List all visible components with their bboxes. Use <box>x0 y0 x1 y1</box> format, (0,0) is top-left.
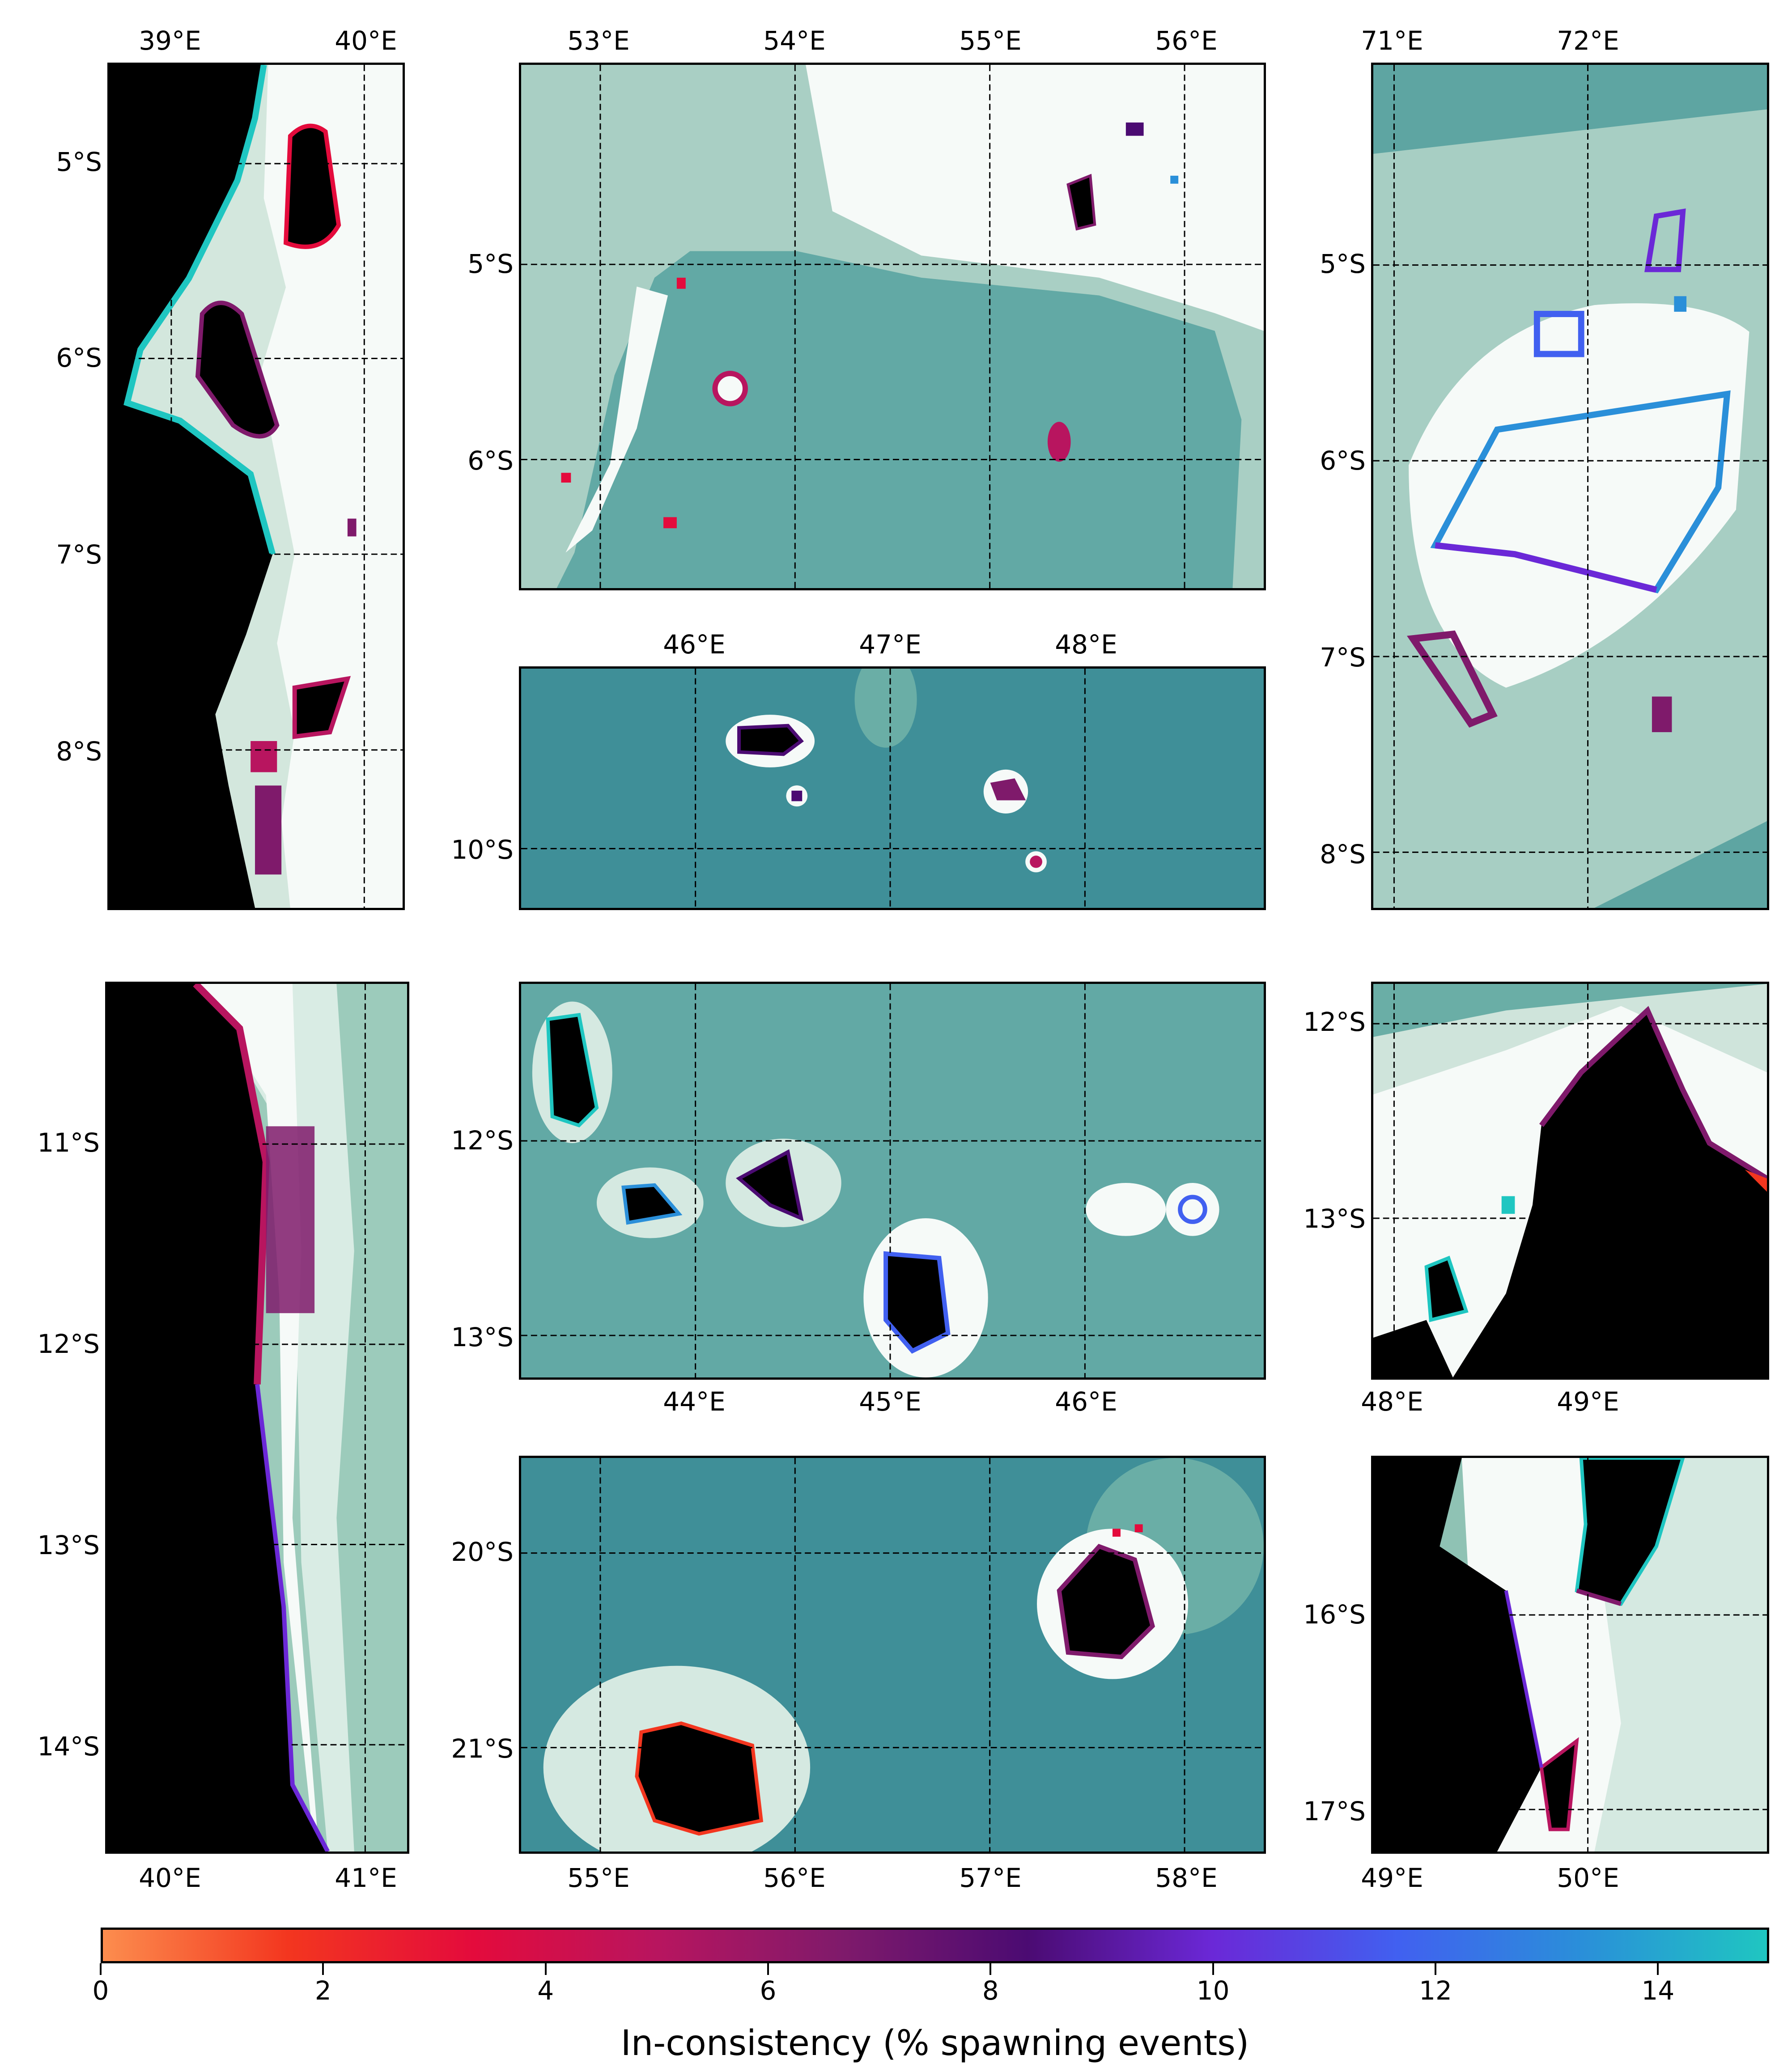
lon-tick: 58°E <box>1155 1863 1218 1893</box>
lat-tick: 13°S <box>451 1322 514 1352</box>
colorbar-tick-label: 4 <box>537 1975 554 2006</box>
lon-tick: 53°E <box>567 25 630 56</box>
colorbar-label: In-consistency (% spawning events) <box>620 2023 1249 2064</box>
map-panel-mauritius-reunion <box>519 1456 1266 1854</box>
colorbar-tick-label: 6 <box>760 1975 777 2006</box>
map-panel-tanzania-mozambique-coast <box>105 982 409 1854</box>
map-canvas <box>521 65 1264 588</box>
map-canvas <box>110 65 403 908</box>
lat-tick: 13°S <box>37 1530 100 1560</box>
lon-tick: 49°E <box>1557 1386 1619 1417</box>
colorbar-tick-label: 12 <box>1419 1975 1452 2006</box>
lat-tick: 5°S <box>1320 249 1366 279</box>
lon-tick: 39°E <box>139 25 201 56</box>
lon-tick: 44°E <box>663 1386 726 1417</box>
lat-tick: 20°S <box>451 1537 514 1567</box>
map-panel-seychelles-amirantes <box>519 63 1266 590</box>
colorbar-tick-mark <box>989 1963 992 1975</box>
lat-tick: 6°S <box>56 343 102 373</box>
lon-tick: 45°E <box>859 1386 921 1417</box>
colorbar-tick-label: 14 <box>1641 1975 1675 2006</box>
map-panel-ne-madagascar <box>1371 1456 1769 1854</box>
lon-tick: 50°E <box>1557 1863 1619 1893</box>
map-panel-chagos <box>1371 63 1769 910</box>
lon-tick: 40°E <box>335 25 397 56</box>
lon-tick: 56°E <box>1155 25 1218 56</box>
lon-tick: 41°E <box>335 1863 397 1893</box>
colorbar-tick-label: 2 <box>314 1975 331 2006</box>
colorbar-tick-mark <box>322 1963 324 1975</box>
map-panel-comoros-mayotte <box>519 982 1266 1380</box>
lat-tick: 6°S <box>1320 445 1366 476</box>
lon-tick: 57°E <box>959 1863 1022 1893</box>
map-canvas <box>521 1458 1264 1852</box>
lat-tick: 12°S <box>1303 1007 1366 1037</box>
map-canvas <box>107 984 407 1852</box>
lat-tick: 7°S <box>56 539 102 570</box>
lon-tick: 56°E <box>763 1863 826 1893</box>
lat-tick: 8°S <box>1320 839 1366 869</box>
lon-tick: 54°E <box>763 25 826 56</box>
colorbar-tick-label: 8 <box>982 1975 999 2006</box>
map-panel-aldabra <box>519 666 1266 910</box>
map-canvas <box>1373 984 1767 1377</box>
colorbar-tick-mark <box>1435 1963 1436 1975</box>
colorbar-tick-mark <box>100 1963 102 1975</box>
map-canvas <box>1373 65 1767 908</box>
lon-tick: 47°E <box>859 629 921 660</box>
lon-tick: 72°E <box>1557 25 1619 56</box>
lon-tick: 48°E <box>1055 629 1117 660</box>
lat-tick: 6°S <box>467 445 514 476</box>
lat-tick: 8°S <box>56 736 102 767</box>
colorbar-tick-mark <box>544 1963 547 1975</box>
lat-tick: 13°S <box>1303 1203 1366 1234</box>
colorbar-tick-label: 0 <box>92 1975 109 2006</box>
lon-tick: 55°E <box>567 1863 630 1893</box>
colorbar <box>101 1928 1769 1963</box>
colorbar-tick-label: 10 <box>1196 1975 1230 2006</box>
colorbar-tick-mark <box>1212 1963 1214 1975</box>
lat-tick: 14°S <box>37 1731 100 1762</box>
lon-tick: 55°E <box>959 25 1022 56</box>
lat-tick: 7°S <box>1320 642 1366 673</box>
lat-tick: 16°S <box>1303 1599 1366 1630</box>
colorbar-tick-mark <box>1657 1963 1659 1975</box>
lat-tick: 21°S <box>451 1733 514 1764</box>
lon-tick: 71°E <box>1361 25 1423 56</box>
lon-tick: 49°E <box>1361 1863 1423 1893</box>
lon-tick: 46°E <box>1055 1386 1117 1417</box>
lon-tick: 48°E <box>1361 1386 1423 1417</box>
lat-tick: 12°S <box>37 1329 100 1359</box>
map-panel-nw-madagascar <box>1371 982 1769 1380</box>
map-canvas <box>1373 1458 1767 1852</box>
lat-tick: 5°S <box>467 249 514 279</box>
lat-tick: 12°S <box>451 1125 514 1156</box>
lat-tick: 10°S <box>451 835 514 865</box>
lon-tick: 46°E <box>663 629 726 660</box>
lat-tick: 17°S <box>1303 1796 1366 1826</box>
map-canvas <box>521 669 1264 908</box>
lat-tick: 5°S <box>56 147 102 177</box>
lon-tick: 40°E <box>139 1863 201 1893</box>
map-canvas <box>521 984 1264 1377</box>
lat-tick: 11°S <box>37 1127 100 1158</box>
colorbar-tick-mark <box>767 1963 769 1975</box>
map-panel-kenya-tanzania-north <box>107 63 405 910</box>
